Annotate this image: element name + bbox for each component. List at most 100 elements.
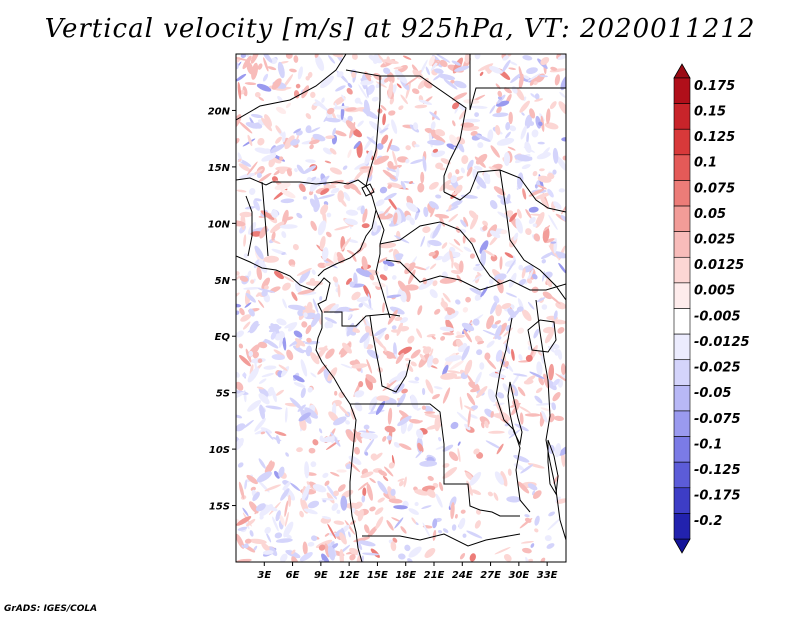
field-blob [374, 507, 384, 515]
field-blob [390, 488, 396, 496]
field-blob [286, 168, 293, 177]
field-blob [519, 412, 524, 425]
field-blob [532, 490, 542, 499]
field-blob [552, 169, 557, 175]
field-blob [375, 199, 385, 207]
field-blob [382, 475, 389, 482]
field-blob [532, 273, 538, 280]
field-blob [270, 331, 277, 340]
field-blob [445, 319, 454, 333]
field-blob [429, 111, 441, 121]
field-blob [247, 367, 259, 383]
field-blob [439, 59, 448, 68]
field-blob [324, 160, 332, 164]
field-blob [258, 259, 268, 274]
field-blob [349, 547, 360, 556]
field-blob [543, 225, 551, 232]
field-blob [239, 275, 249, 282]
field-blob [257, 358, 263, 364]
field-blob [544, 122, 559, 130]
field-blob [529, 121, 535, 126]
field-blob [535, 387, 543, 394]
field-blob [379, 186, 388, 194]
field-blob [245, 122, 260, 129]
border-top-right [469, 54, 566, 111]
field-blob [482, 225, 488, 231]
field-blob [334, 130, 347, 137]
colorbar-label-13: -0.075 [694, 412, 741, 427]
field-blob [411, 517, 417, 524]
field-blob [335, 85, 346, 92]
field-blob [442, 444, 454, 452]
field-blob [467, 159, 474, 171]
field-blob [331, 543, 339, 549]
field-blob [339, 532, 347, 545]
field-blob [451, 60, 461, 66]
field-blob [359, 169, 366, 176]
field-blob [504, 252, 514, 258]
field-blob [482, 220, 489, 227]
field-blob [536, 297, 546, 303]
colorbar-label-16: -0.175 [694, 489, 741, 504]
field-blob [332, 276, 339, 283]
colorbar-label-10: -0.0125 [694, 335, 750, 350]
field-blob [328, 55, 336, 64]
field-blob [350, 407, 356, 420]
field-blob [356, 501, 363, 508]
field-blob [282, 282, 291, 291]
field-blob [268, 460, 273, 466]
field-blob [508, 428, 514, 436]
field-blob [475, 263, 481, 267]
field-blob [395, 166, 400, 179]
field-blob [546, 277, 553, 288]
field-blob [400, 290, 407, 303]
field-blob [520, 464, 534, 474]
field-blob [259, 404, 266, 420]
field-blob [243, 253, 249, 259]
field-blob [453, 238, 461, 246]
field-blob [405, 76, 419, 86]
field-blob [459, 396, 463, 410]
field-blob [257, 341, 268, 349]
field-blob [280, 189, 296, 199]
field-blob [312, 298, 319, 313]
field-blob [236, 73, 247, 82]
field-blob [324, 317, 338, 324]
lake-victoria [527, 319, 557, 353]
border-sahara-3 [380, 75, 467, 192]
field-blob [390, 541, 397, 552]
field-blob [274, 182, 291, 190]
field-blob [327, 107, 335, 115]
field-blob [431, 335, 436, 340]
field-blob [311, 269, 316, 275]
field-blob [386, 294, 402, 298]
field-blob [398, 553, 406, 560]
field-blob [401, 388, 408, 394]
field-blob [295, 281, 302, 293]
field-blob [237, 82, 242, 100]
field-blob [439, 167, 446, 171]
field-blob [475, 134, 491, 142]
field-blob [274, 470, 280, 479]
field-blob [460, 167, 465, 174]
field-blob [480, 286, 488, 298]
field-blob [526, 278, 533, 284]
field-blob [236, 414, 243, 419]
field-blob [333, 490, 339, 497]
field-blob [422, 226, 431, 233]
field-blob [382, 380, 397, 392]
field-blob [362, 552, 380, 556]
field-blob [539, 168, 545, 172]
field-blob [398, 105, 404, 111]
field-blob [246, 518, 256, 527]
field-blob [528, 156, 533, 161]
field-blob [464, 405, 475, 412]
field-blob [428, 201, 439, 210]
field-blob [354, 390, 365, 398]
border-drc-angola [350, 403, 520, 517]
y-tick-label-1: 15N [208, 163, 231, 174]
field-blob [490, 368, 506, 375]
colorbar-swatch-3 [673, 154, 691, 181]
y-tick-label-2: 10N [208, 219, 231, 230]
field-blob [534, 395, 543, 404]
